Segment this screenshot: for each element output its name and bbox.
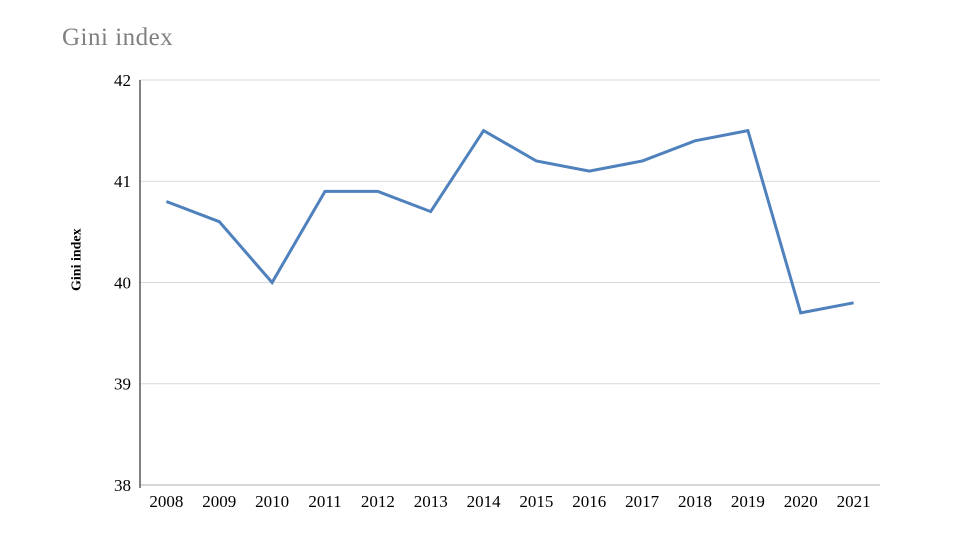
y-tick-label: 41: [114, 172, 131, 191]
x-tick-label: 2008: [149, 492, 183, 511]
x-tick-label: 2017: [625, 492, 660, 511]
chart-title: Gini index: [62, 24, 174, 51]
x-tick-label: 2016: [572, 492, 606, 511]
y-tick-label: 39: [114, 375, 131, 394]
data-series-line: [165, 128, 854, 315]
y-tick-label: 38: [114, 476, 131, 495]
x-tick-label: 2015: [519, 492, 553, 511]
x-tick-label: 2014: [467, 492, 502, 511]
x-tick-label: 2013: [414, 492, 448, 511]
y-tick-label: 40: [114, 273, 131, 292]
x-tick-label: 2019: [731, 492, 765, 511]
x-tick-label: 2018: [678, 492, 712, 511]
x-tick-label: 2009: [202, 492, 236, 511]
y-tick-label: 42: [114, 71, 131, 90]
x-tick-label: 2010: [255, 492, 289, 511]
x-tick-label: 2011: [308, 492, 341, 511]
x-tick-label: 2021: [837, 492, 871, 511]
x-tick-label: 2012: [361, 492, 395, 511]
x-tick-label: 2020: [784, 492, 818, 511]
